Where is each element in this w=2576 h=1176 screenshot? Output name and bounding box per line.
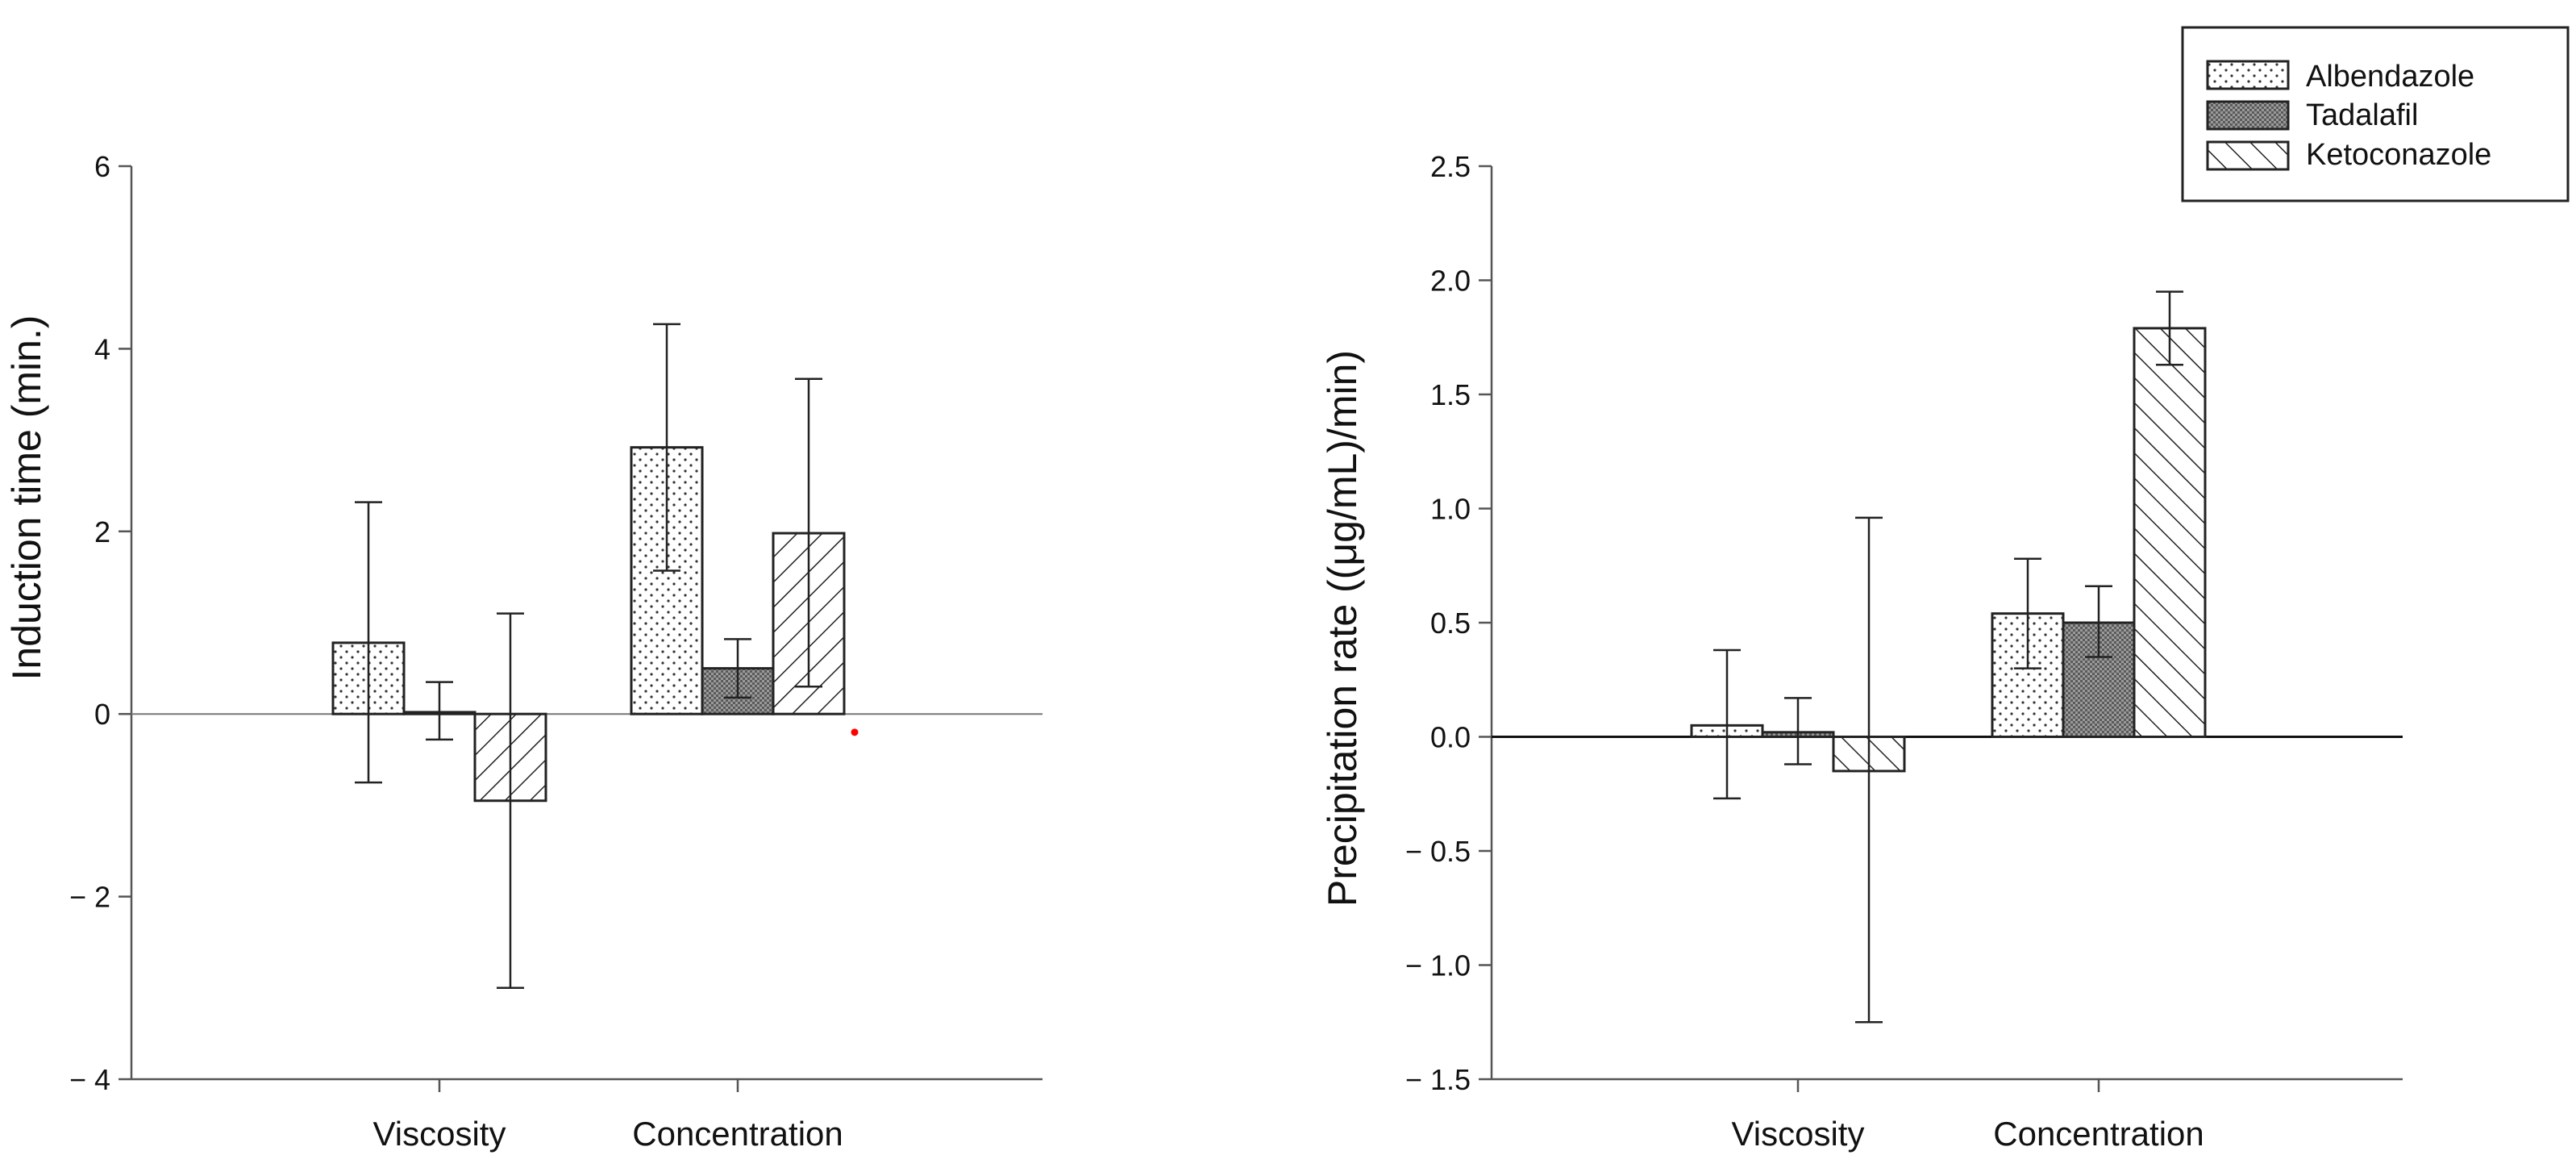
chart-1-ylabel: Induction time (min.) — [4, 315, 49, 681]
chart-2-xtick-concentration: Concentration — [1993, 1115, 2204, 1153]
error-bar-albendazole-viscosity — [355, 501, 382, 784]
red-marker-dot — [851, 728, 859, 736]
y-tick-label: 4 — [94, 332, 110, 365]
legend-swatch-tadalafil — [2206, 100, 2290, 131]
chart-1-ticks: − 4 − 2 0 2 4 6 — [69, 150, 739, 1096]
legend-label-albendazole: Albendazole — [2306, 60, 2474, 94]
chart-2-error-bars — [1713, 290, 2183, 1024]
legend-label-ketoconazole: Ketoconazole — [2306, 138, 2491, 172]
error-bar-albendazole-viscosity — [1713, 648, 1741, 800]
chart-2-ticks: − 1.5 − 1.0 − 0.5 0.0 0.5 1.0 1.5 2.0 2.5 — [1405, 150, 2100, 1096]
chart-1-xtick-viscosity: Viscosity — [373, 1115, 506, 1153]
chart-2-bars — [1690, 327, 2207, 773]
y-tick-label: − 1.5 — [1405, 1063, 1471, 1096]
chart-1-xtick-concentration: Concentration — [632, 1115, 843, 1153]
error-bar-albendazole-concentration — [653, 323, 680, 572]
error-bar-tadalafil-concentration — [2085, 585, 2112, 658]
error-bar-tadalafil-viscosity — [426, 681, 453, 741]
chart-1-axes — [130, 166, 1042, 1081]
y-tick-label: − 0.5 — [1405, 835, 1471, 868]
legend: Albendazole Tadalafil Ketoconazole — [2181, 26, 2570, 202]
error-bar-tadalafil-concentration — [724, 638, 751, 699]
y-tick-label: − 2 — [69, 881, 110, 914]
y-tick-label: 0.0 — [1430, 721, 1471, 754]
y-tick-label: 0.5 — [1430, 607, 1471, 640]
legend-label-tadalafil: Tadalafil — [2306, 98, 2418, 132]
y-tick-label: − 4 — [69, 1063, 110, 1096]
chart-2-ylabel: Precipitation rate ((μg/mL)/min) — [1320, 350, 1365, 907]
y-tick-label: − 1.0 — [1405, 949, 1471, 982]
y-tick-label: 6 — [94, 150, 110, 183]
y-tick-label: 2.0 — [1430, 265, 1471, 298]
y-tick-label: 2 — [94, 515, 110, 548]
chart-2-xtick-viscosity: Viscosity — [1732, 1115, 1865, 1153]
error-bar-ketoconazole-concentration — [2156, 290, 2183, 366]
bar-ketoconazole-concentration — [2133, 327, 2207, 738]
error-bar-ketoconazole-viscosity — [1855, 516, 1883, 1024]
error-bar-tadalafil-viscosity — [1784, 697, 1812, 765]
y-tick-label: 0 — [94, 698, 110, 731]
y-tick-label: 1.5 — [1430, 378, 1471, 411]
legend-swatch-ketoconazole — [2206, 140, 2290, 171]
y-tick-label: 1.0 — [1430, 493, 1471, 526]
error-bar-albendazole-concentration — [2014, 557, 2041, 669]
chart-precipitation-rate: − 1.5 − 1.0 − 0.5 0.0 0.5 1.0 1.5 2.0 2.5 Precip… — [1320, 150, 2403, 1153]
chart-2-axes — [1490, 166, 2403, 1081]
y-tick-label: 2.5 — [1430, 150, 1471, 183]
error-bar-ketoconazole-concentration — [795, 377, 822, 688]
chart-induction-time: − 4 − 2 0 2 4 6 Induction time (min.) Viscosi… — [4, 150, 1042, 1153]
chart-1-bars — [331, 446, 846, 803]
legend-swatch-albendazole — [2206, 60, 2290, 90]
error-bar-ketoconazole-viscosity — [497, 612, 524, 990]
chart-1-error-bars — [355, 323, 859, 990]
